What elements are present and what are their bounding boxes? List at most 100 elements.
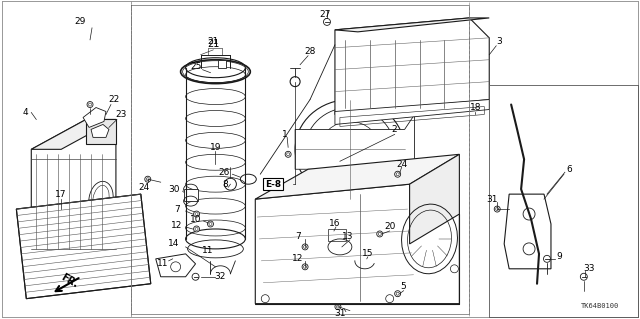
Text: 12: 12 bbox=[292, 254, 304, 263]
Circle shape bbox=[303, 265, 307, 268]
Text: 24: 24 bbox=[396, 160, 407, 169]
Circle shape bbox=[171, 262, 180, 272]
Polygon shape bbox=[156, 254, 196, 277]
Text: 5: 5 bbox=[401, 282, 406, 291]
Circle shape bbox=[451, 265, 458, 273]
Text: 28: 28 bbox=[305, 47, 316, 56]
Polygon shape bbox=[31, 249, 51, 261]
Circle shape bbox=[287, 153, 290, 156]
Text: 21: 21 bbox=[207, 39, 220, 49]
Text: 31: 31 bbox=[486, 195, 498, 204]
Text: 16: 16 bbox=[329, 219, 340, 228]
Polygon shape bbox=[255, 184, 460, 304]
Circle shape bbox=[523, 243, 535, 255]
Circle shape bbox=[290, 77, 300, 87]
Text: 17: 17 bbox=[56, 189, 67, 199]
Text: E-8: E-8 bbox=[265, 180, 281, 189]
Circle shape bbox=[145, 176, 151, 182]
Text: 30: 30 bbox=[168, 185, 179, 194]
Polygon shape bbox=[335, 18, 489, 115]
Polygon shape bbox=[91, 124, 109, 137]
Text: 31: 31 bbox=[334, 309, 346, 318]
Text: 10: 10 bbox=[190, 214, 202, 224]
Text: 7: 7 bbox=[174, 204, 179, 213]
Circle shape bbox=[395, 171, 401, 177]
Bar bbox=[328, 229, 346, 241]
Text: FR.: FR. bbox=[59, 272, 79, 290]
Polygon shape bbox=[31, 120, 116, 254]
Circle shape bbox=[193, 211, 200, 217]
Circle shape bbox=[88, 103, 92, 106]
Circle shape bbox=[396, 292, 399, 295]
Bar bbox=[218, 60, 227, 68]
Text: 32: 32 bbox=[215, 272, 226, 281]
Circle shape bbox=[193, 226, 200, 232]
Circle shape bbox=[543, 255, 550, 262]
Circle shape bbox=[335, 304, 341, 310]
Text: 13: 13 bbox=[342, 233, 354, 241]
Text: 27: 27 bbox=[319, 11, 331, 19]
Text: 7: 7 bbox=[295, 233, 301, 241]
Text: 12: 12 bbox=[171, 221, 182, 231]
Circle shape bbox=[192, 273, 199, 280]
Circle shape bbox=[302, 244, 308, 250]
Circle shape bbox=[87, 101, 93, 108]
Circle shape bbox=[395, 291, 401, 297]
Text: 4: 4 bbox=[22, 108, 28, 117]
Circle shape bbox=[209, 223, 212, 226]
Text: 24: 24 bbox=[138, 183, 149, 192]
Polygon shape bbox=[83, 108, 106, 127]
Circle shape bbox=[323, 19, 330, 26]
Circle shape bbox=[494, 206, 500, 212]
Polygon shape bbox=[504, 194, 551, 269]
Circle shape bbox=[195, 212, 198, 216]
Text: 23: 23 bbox=[115, 110, 127, 119]
Circle shape bbox=[396, 173, 399, 176]
Circle shape bbox=[302, 264, 308, 270]
Text: 18: 18 bbox=[470, 103, 481, 112]
Circle shape bbox=[225, 178, 236, 190]
Polygon shape bbox=[96, 249, 116, 261]
Text: 33: 33 bbox=[583, 264, 595, 273]
Polygon shape bbox=[86, 120, 116, 145]
Text: 9: 9 bbox=[556, 252, 562, 261]
Circle shape bbox=[195, 227, 198, 230]
Polygon shape bbox=[17, 194, 151, 299]
Text: 11: 11 bbox=[157, 259, 168, 268]
Circle shape bbox=[261, 295, 269, 303]
Text: 3: 3 bbox=[497, 37, 502, 46]
Text: 22: 22 bbox=[108, 95, 120, 104]
Text: 19: 19 bbox=[210, 143, 221, 152]
Circle shape bbox=[496, 208, 499, 211]
Bar bbox=[184, 189, 198, 201]
Circle shape bbox=[386, 295, 394, 303]
Polygon shape bbox=[410, 154, 460, 244]
Circle shape bbox=[377, 231, 383, 237]
Circle shape bbox=[285, 151, 291, 157]
Text: 6: 6 bbox=[566, 165, 572, 174]
Text: 1: 1 bbox=[282, 130, 288, 139]
Circle shape bbox=[337, 305, 339, 308]
Circle shape bbox=[207, 221, 214, 227]
Circle shape bbox=[580, 273, 588, 280]
Text: 29: 29 bbox=[74, 18, 86, 26]
Text: 26: 26 bbox=[219, 168, 230, 177]
Text: 20: 20 bbox=[384, 222, 396, 232]
Text: TK64B0100: TK64B0100 bbox=[580, 303, 619, 308]
Polygon shape bbox=[31, 120, 116, 149]
Text: 8: 8 bbox=[223, 180, 228, 189]
Circle shape bbox=[147, 178, 149, 181]
Polygon shape bbox=[295, 115, 415, 184]
Circle shape bbox=[303, 245, 307, 249]
Text: 14: 14 bbox=[168, 239, 179, 249]
Text: 25: 25 bbox=[190, 62, 201, 71]
Polygon shape bbox=[255, 154, 460, 199]
Circle shape bbox=[378, 233, 381, 235]
Text: 11: 11 bbox=[202, 246, 213, 256]
Text: 2: 2 bbox=[392, 125, 397, 134]
Text: 21: 21 bbox=[208, 37, 219, 46]
Polygon shape bbox=[335, 18, 489, 32]
Polygon shape bbox=[335, 100, 489, 124]
Circle shape bbox=[523, 208, 535, 220]
Text: 15: 15 bbox=[362, 249, 374, 258]
